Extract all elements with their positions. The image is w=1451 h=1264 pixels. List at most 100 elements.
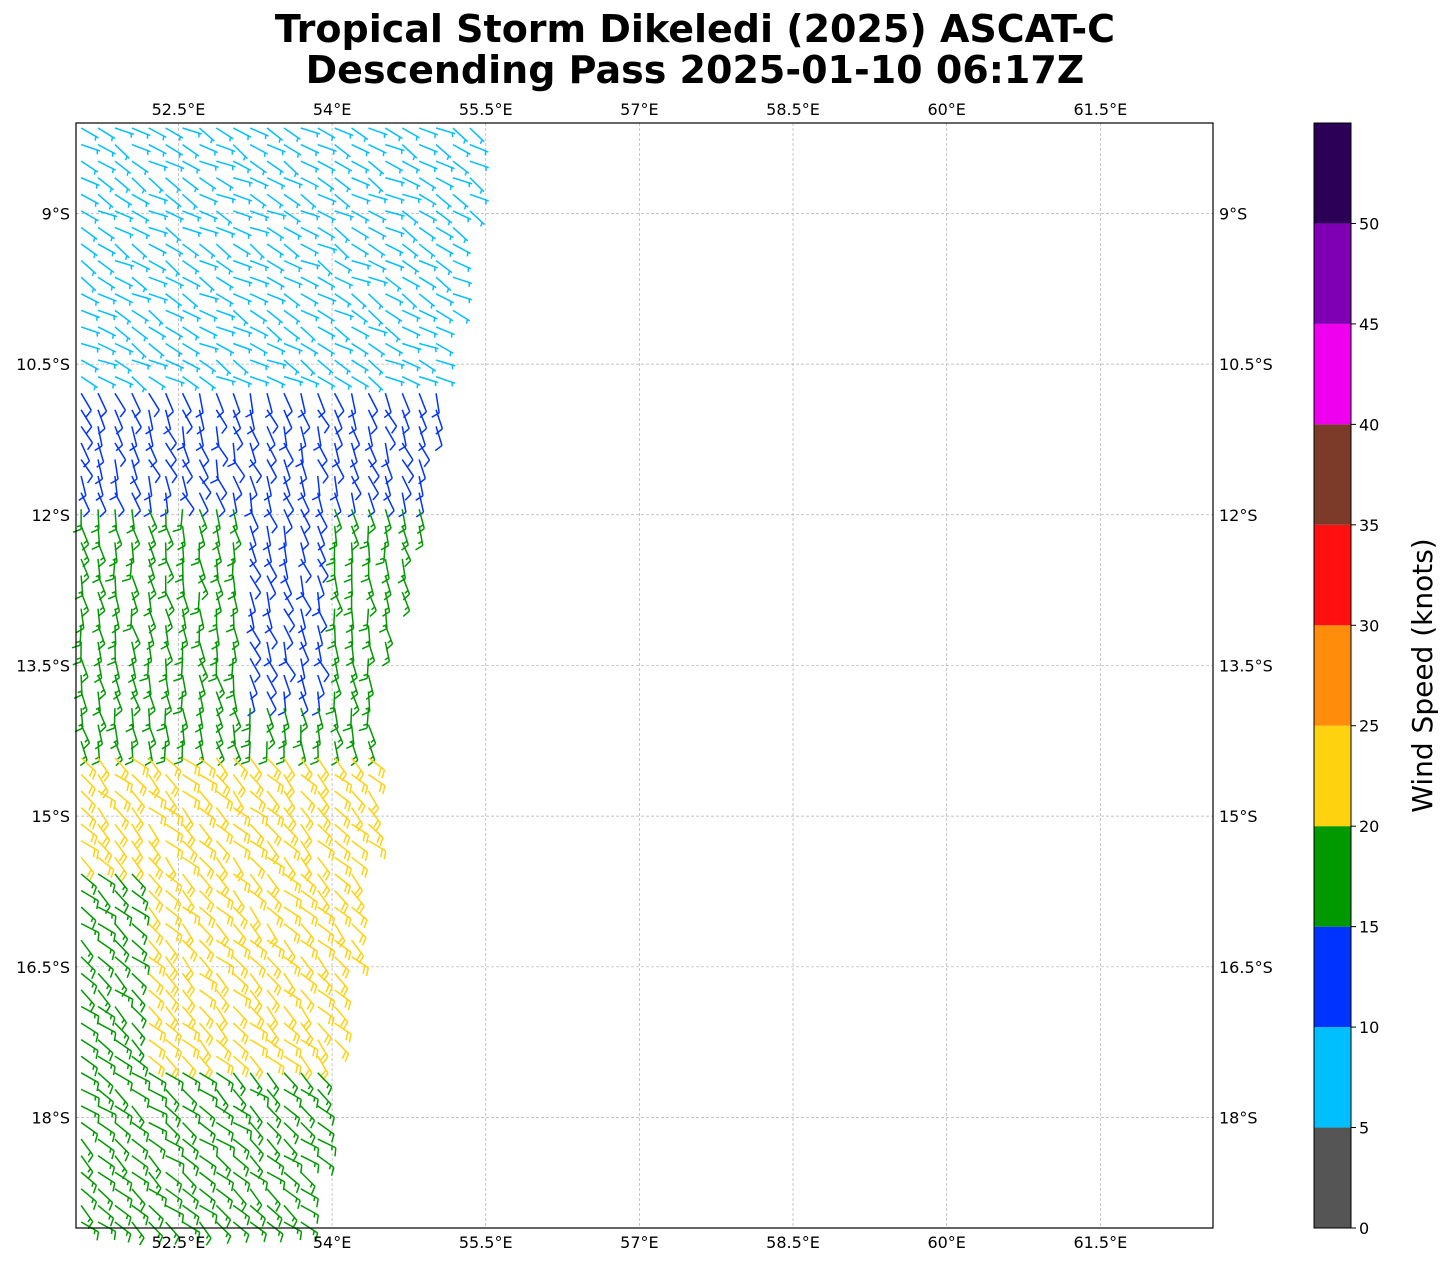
barb-half-feather bbox=[134, 705, 139, 710]
barb-half-feather bbox=[369, 656, 374, 661]
wind-barb bbox=[131, 873, 147, 897]
barb-staff bbox=[97, 293, 117, 302]
wind-barb bbox=[317, 309, 336, 324]
wind-barb bbox=[283, 259, 303, 272]
wind-barb bbox=[266, 972, 282, 996]
barb-full-feather bbox=[294, 1136, 300, 1145]
barb-full-feather bbox=[300, 726, 308, 734]
wind-barb bbox=[199, 326, 218, 339]
barb-staff bbox=[198, 757, 216, 771]
barb-full-feather bbox=[213, 561, 222, 568]
barb-full-feather bbox=[345, 1031, 349, 1041]
barb-full-feather bbox=[229, 511, 238, 518]
barb-full-feather bbox=[369, 460, 377, 468]
barb-half-feather bbox=[202, 589, 207, 594]
barb-full-feather bbox=[331, 1017, 335, 1027]
wind-barb bbox=[317, 972, 333, 996]
barb-full-feather bbox=[126, 969, 131, 979]
wind-barb bbox=[121, 558, 133, 582]
wind-barb bbox=[148, 525, 157, 551]
barb-half-feather bbox=[142, 1164, 146, 1170]
wind-barb bbox=[164, 591, 175, 617]
barb-staff bbox=[114, 1022, 130, 1038]
barb-full-feather bbox=[347, 511, 356, 518]
barb-full-feather bbox=[227, 1064, 231, 1074]
wind-barb bbox=[249, 309, 268, 325]
barb-staff bbox=[334, 956, 350, 972]
wind-barb bbox=[109, 476, 118, 501]
barb-staff bbox=[131, 1005, 147, 1022]
barb-full-feather bbox=[274, 901, 280, 910]
barb-staff bbox=[215, 459, 219, 480]
wind-barb bbox=[131, 492, 142, 518]
barb-staff bbox=[401, 309, 421, 320]
wind-barb bbox=[266, 674, 278, 700]
barb-full-feather bbox=[222, 852, 228, 861]
lat-tick-right-label: 15°S bbox=[1219, 807, 1258, 826]
wind-barb bbox=[384, 342, 404, 357]
barb-full-feather bbox=[286, 804, 294, 812]
barb-staff bbox=[367, 459, 380, 477]
barb-full-feather bbox=[197, 1115, 201, 1125]
barb-full-feather bbox=[322, 869, 329, 878]
barb-staff bbox=[148, 342, 165, 357]
barb-staff bbox=[198, 459, 209, 478]
wind-barb bbox=[199, 1204, 218, 1224]
wind-barb bbox=[131, 1022, 146, 1047]
barb-staff bbox=[266, 840, 280, 858]
barb-full-feather bbox=[173, 1004, 180, 1013]
barb-staff bbox=[266, 823, 282, 840]
barb-half-feather bbox=[91, 1198, 95, 1204]
barb-half-feather bbox=[209, 1115, 213, 1121]
wind-barb bbox=[300, 309, 320, 322]
barb-half-feather bbox=[109, 187, 113, 193]
wind-barb bbox=[182, 226, 202, 237]
barb-half-feather bbox=[466, 152, 469, 158]
wind-barb bbox=[114, 840, 128, 865]
wind-barb bbox=[232, 939, 251, 960]
wind-barb bbox=[283, 359, 300, 376]
barb-staff bbox=[317, 1105, 335, 1118]
barb-staff bbox=[131, 143, 151, 153]
barb-staff bbox=[215, 392, 225, 413]
barb-staff bbox=[164, 409, 172, 430]
barb-staff bbox=[266, 674, 278, 694]
barb-half-feather bbox=[228, 270, 231, 275]
barb-half-feather bbox=[291, 1150, 296, 1156]
barb-half-feather bbox=[228, 1131, 231, 1136]
wind-barb bbox=[97, 956, 115, 978]
barb-half-feather bbox=[291, 1217, 296, 1222]
barb-full-feather bbox=[240, 743, 250, 748]
barb-staff bbox=[249, 193, 267, 207]
barb-staff bbox=[232, 442, 236, 463]
barb-full-feather bbox=[108, 528, 117, 534]
barb-full-feather bbox=[382, 785, 386, 795]
barb-full-feather bbox=[215, 593, 224, 601]
barb-full-feather bbox=[207, 888, 213, 897]
barb-full-feather bbox=[323, 774, 330, 782]
barb-staff bbox=[249, 426, 260, 445]
wind-barb bbox=[334, 160, 353, 174]
barb-full-feather bbox=[205, 492, 212, 501]
wind-barb bbox=[122, 608, 133, 633]
wind-barb bbox=[401, 276, 421, 290]
barb-half-feather bbox=[110, 723, 115, 727]
barb-half-feather bbox=[228, 574, 233, 577]
wind-barb bbox=[148, 939, 162, 964]
barb-half-feather bbox=[126, 1064, 130, 1070]
barb-full-feather bbox=[259, 899, 264, 909]
barb-staff bbox=[367, 309, 384, 325]
wind-barb bbox=[368, 840, 387, 860]
barb-half-feather bbox=[403, 540, 408, 545]
wind-barb bbox=[131, 210, 150, 224]
wind-barb bbox=[283, 840, 301, 862]
barb-full-feather bbox=[129, 1183, 133, 1192]
barb-staff bbox=[317, 658, 330, 676]
barb-staff bbox=[131, 873, 147, 889]
wind-barb bbox=[114, 1188, 133, 1209]
lat-tick-right-label: 10.5°S bbox=[1219, 355, 1273, 374]
barb-full-feather bbox=[244, 511, 253, 518]
wind-barb bbox=[367, 160, 385, 177]
barb-staff bbox=[165, 160, 185, 170]
colorbar-segment bbox=[1314, 123, 1351, 224]
